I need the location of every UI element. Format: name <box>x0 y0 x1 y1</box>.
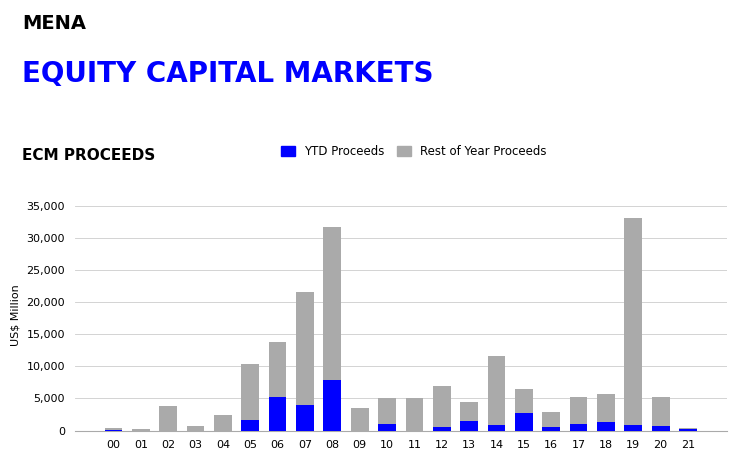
Bar <box>433 427 451 431</box>
Bar <box>597 422 615 431</box>
Bar <box>241 364 259 419</box>
Bar <box>542 427 560 431</box>
Bar <box>187 426 204 431</box>
Bar <box>570 397 587 424</box>
Bar <box>652 426 670 431</box>
Bar <box>269 343 286 397</box>
Bar <box>269 397 286 431</box>
Bar <box>515 389 533 413</box>
Bar <box>625 425 642 431</box>
Bar <box>488 356 506 425</box>
Bar <box>105 428 122 430</box>
Bar <box>160 406 177 431</box>
Bar <box>679 428 697 429</box>
Bar <box>625 218 642 425</box>
Bar <box>132 429 150 431</box>
Bar <box>105 430 122 431</box>
Bar <box>296 405 314 431</box>
Bar <box>378 399 396 424</box>
Text: ECM PROCEEDS: ECM PROCEEDS <box>22 148 156 163</box>
Bar <box>324 381 342 431</box>
Bar <box>241 419 259 431</box>
Bar <box>405 399 423 431</box>
Bar <box>570 424 587 431</box>
Bar <box>433 386 451 427</box>
Bar <box>214 415 231 431</box>
Bar <box>378 424 396 431</box>
Bar <box>652 397 670 426</box>
Bar <box>679 429 697 431</box>
Bar <box>460 401 478 421</box>
Y-axis label: US$ Million: US$ Million <box>11 284 21 346</box>
Text: MENA: MENA <box>22 14 86 33</box>
Bar <box>515 413 533 431</box>
Legend: YTD Proceeds, Rest of Year Proceeds: YTD Proceeds, Rest of Year Proceeds <box>276 140 551 163</box>
Bar <box>296 292 314 405</box>
Bar <box>542 412 560 427</box>
Text: EQUITY CAPITAL MARKETS: EQUITY CAPITAL MARKETS <box>22 60 434 88</box>
Bar <box>324 227 342 381</box>
Bar <box>488 425 506 431</box>
Bar <box>351 408 369 431</box>
Bar <box>460 421 478 431</box>
Bar <box>597 394 615 422</box>
